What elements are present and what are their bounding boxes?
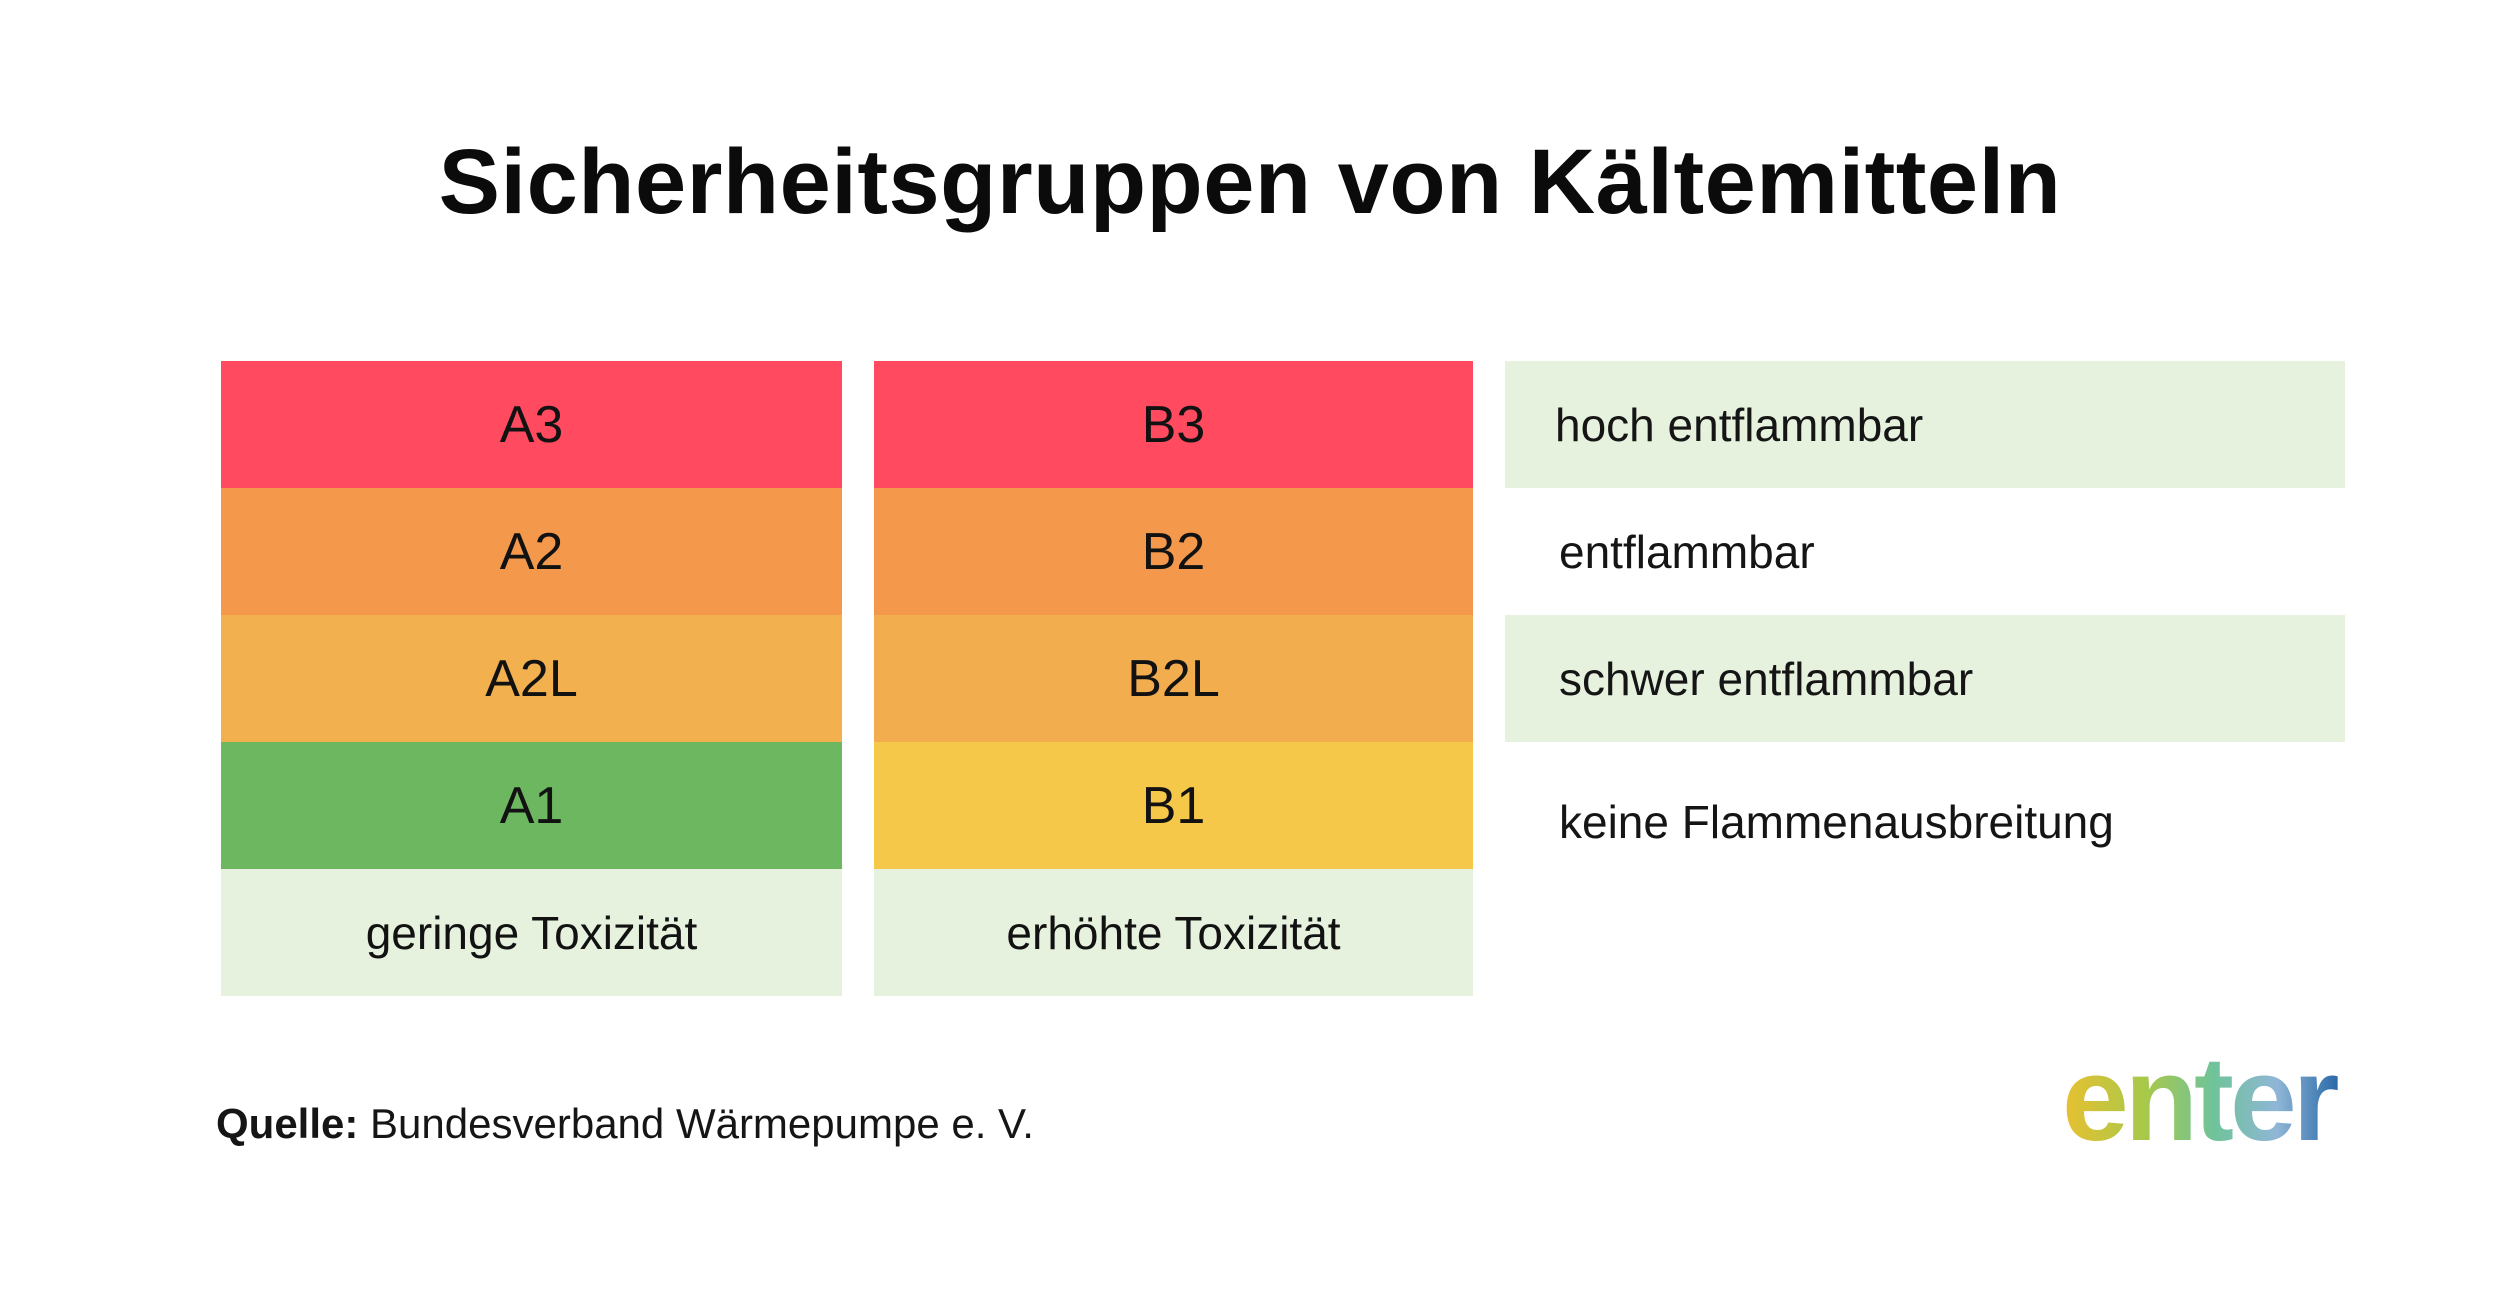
source-label: Quelle: [216,1100,359,1147]
cell-b2: B2 [874,488,1473,615]
legend-no-flame-propagation: keine Flammenausbreitung [1559,796,2114,848]
cell-b2l: B2L [874,615,1473,742]
legend-flammable: entflammbar [1559,525,1815,578]
toxicity-label-low: geringe Toxizität [221,869,842,996]
toxicity-label-high: erhöhte Toxizität [874,869,1473,996]
enter-logo: enter [2062,1042,2342,1162]
legend-highly-flammable: hoch entflammbar [1505,361,2345,488]
cell-b3: B3 [874,361,1473,488]
cell-b1: B1 [874,742,1473,869]
column-a: A3 A2 A2L A1 geringe Toxizität [221,361,842,996]
source-text: Bundesverband Wärmepumpe e. V. [358,1100,1034,1147]
cell-a2l: A2L [221,615,842,742]
column-b: B3 B2 B2L B1 erhöhte Toxizität [874,361,1473,996]
page-title: Sicherheitsgruppen von Kältemitteln [438,131,2062,233]
legend-low-flammability: schwer entflammbar [1505,615,2345,742]
cell-a2: A2 [221,488,842,615]
source-note: Quelle: Bundesverband Wärmepumpe e. V. [216,1100,1034,1148]
cell-a3: A3 [221,361,842,488]
cell-a1: A1 [221,742,842,869]
logo-wordmark: enter [2062,1042,2338,1162]
